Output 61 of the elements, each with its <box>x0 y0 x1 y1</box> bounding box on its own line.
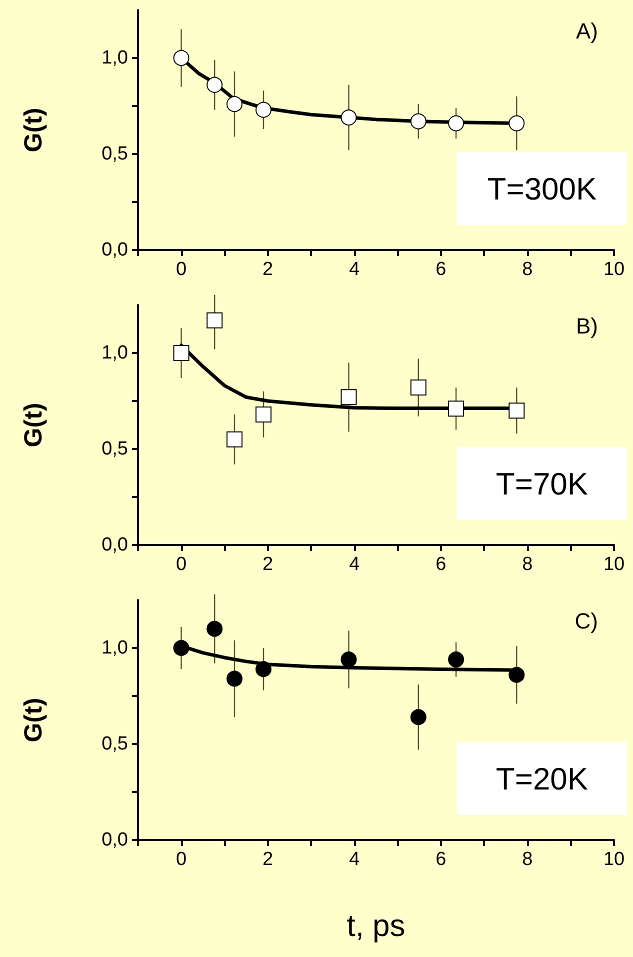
point <box>256 102 272 118</box>
x-tick-label: 0 <box>176 849 187 870</box>
annotation: T=20K <box>496 762 588 796</box>
x-tick-label: 4 <box>349 849 360 870</box>
point <box>206 312 223 328</box>
x-tick-label: 8 <box>522 554 533 575</box>
point <box>410 709 426 726</box>
point <box>226 431 242 448</box>
point <box>448 115 464 132</box>
y-axis-title: G(t) <box>20 402 48 448</box>
point <box>226 670 242 687</box>
annotation: T=70K <box>496 466 588 502</box>
y-axis-title: G(t) <box>20 108 48 152</box>
annotation: A) <box>576 18 598 44</box>
x-tick-label: 6 <box>436 554 446 575</box>
x-tick-label: 10 <box>603 259 625 280</box>
y-tick-label: 1,0 <box>102 342 128 364</box>
point <box>448 400 464 417</box>
annotation: C) <box>574 608 598 634</box>
x-tick-label: 6 <box>436 849 446 870</box>
point <box>340 652 357 668</box>
point <box>340 389 357 406</box>
point <box>173 50 190 66</box>
x-tick-label: 8 <box>522 259 533 280</box>
point <box>173 345 190 361</box>
point <box>508 402 525 419</box>
x-tick-label: 2 <box>262 259 274 280</box>
x-tick-label: 8 <box>522 849 533 870</box>
annotation: T=300K <box>487 172 598 206</box>
point <box>340 110 357 126</box>
point <box>508 666 525 683</box>
x-tick-label: 2 <box>262 554 274 575</box>
x-tick-label: 10 <box>603 849 625 870</box>
point <box>206 620 223 637</box>
x-tick-label: 4 <box>349 554 360 575</box>
point <box>410 113 426 130</box>
y-tick-label: 1,0 <box>102 638 128 658</box>
point <box>255 406 272 422</box>
y-axis-title: G(t) <box>20 698 48 742</box>
y-tick-label: 0,0 <box>102 830 128 850</box>
x-tick-label: 0 <box>176 259 187 280</box>
x-tick-label: 0 <box>176 554 187 575</box>
x-tick-label: 4 <box>349 259 360 280</box>
y-tick-label: 1,0 <box>102 48 128 68</box>
point <box>173 640 190 656</box>
x-axis-title: t, ps <box>346 908 406 943</box>
x-tick-label: 10 <box>603 554 625 575</box>
y-tick-label: 0,5 <box>102 438 128 460</box>
point <box>226 96 242 112</box>
y-tick-label: 0,5 <box>102 144 128 164</box>
point <box>256 661 272 678</box>
annotation: B) <box>576 314 598 338</box>
point <box>410 380 426 396</box>
y-tick-label: 0,0 <box>102 240 128 260</box>
x-tick-label: 6 <box>436 259 446 280</box>
y-tick-label: 0,0 <box>102 534 128 556</box>
point <box>508 115 525 132</box>
x-tick-label: 2 <box>262 849 274 870</box>
point <box>448 652 464 668</box>
point <box>206 76 223 93</box>
y-tick-label: 0,5 <box>102 734 128 754</box>
